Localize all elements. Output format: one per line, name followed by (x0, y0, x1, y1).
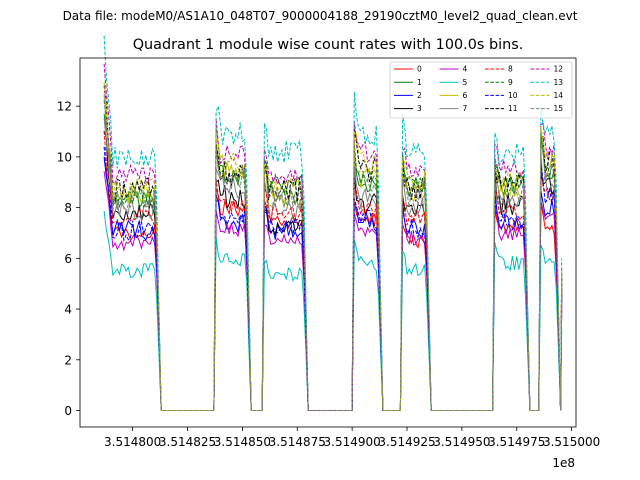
plot-area (103, 35, 563, 411)
legend-box (389, 61, 573, 119)
series-line-15 (103, 94, 563, 411)
x-tick-label: 3.514800 (104, 435, 161, 449)
legend-label: 11 (508, 104, 518, 113)
legend-label: 14 (554, 91, 564, 100)
legend-label: 6 (463, 91, 468, 100)
legend-label: 1 (417, 78, 422, 87)
legend-label: 2 (417, 91, 422, 100)
legend-label: 9 (508, 78, 513, 87)
legend-label: 15 (554, 104, 564, 113)
x-tick-label: 3.514900 (324, 435, 381, 449)
legend-label: 13 (554, 78, 564, 87)
x-tick-label: 3.515000 (543, 435, 600, 449)
y-tick-label: 6 (64, 252, 72, 266)
x-tick-label: 3.514850 (214, 435, 271, 449)
legend-label: 12 (554, 65, 564, 74)
y-tick-label: 10 (57, 150, 72, 164)
legend-label: 5 (463, 78, 468, 87)
legend-label: 3 (417, 104, 422, 113)
y-tick-label: 0 (64, 404, 72, 418)
legend-label: 0 (417, 65, 422, 74)
y-axis: 0 2 4 6 8 10 12 (57, 100, 80, 418)
x-tick-label: 3.514975 (488, 435, 545, 449)
y-tick-label: 2 (64, 353, 72, 367)
x-tick-label: 3.514925 (378, 435, 435, 449)
legend-label: 8 (508, 65, 513, 74)
x-tick-label: 3.514875 (269, 435, 326, 449)
x-tick-label: 3.514950 (433, 435, 490, 449)
legend-label: 10 (508, 91, 518, 100)
y-tick-label: 12 (57, 100, 72, 114)
legend-label: 7 (463, 104, 468, 113)
x-tick-label: 3.514825 (159, 435, 216, 449)
y-tick-label: 8 (64, 201, 72, 215)
y-tick-label: 4 (64, 303, 72, 317)
figure-suptitle: Data file: modeM0/AS1A10_048T07_90000041… (63, 9, 578, 23)
x-axis: 3.5148003.5148253.5148503.5148753.514900… (104, 427, 600, 449)
x-offset-label: 1e8 (552, 456, 575, 470)
axes-frame (79, 57, 577, 428)
chart-title: Quadrant 1 module wise count rates with … (133, 37, 524, 53)
legend-label: 4 (463, 65, 468, 74)
